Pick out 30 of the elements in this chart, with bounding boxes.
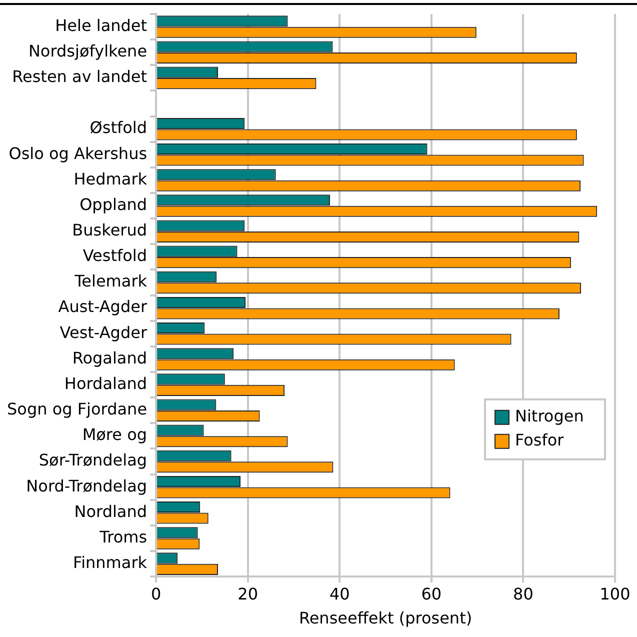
y-tick-label: Nordsjøfylkene: [28, 42, 148, 61]
y-tick-label: Nord-Trøndelag: [26, 476, 148, 496]
y-tick-label: Hele landet: [55, 16, 148, 35]
y-tick-label: Finnmark: [73, 552, 148, 572]
y-tick-label: Oslo og Akershus: [8, 144, 148, 163]
x-tick-label: 20: [238, 584, 258, 604]
y-tick-label: Sogn og Fjordane: [6, 400, 148, 419]
x-axis-title: Renseeffekt (prosent): [298, 608, 472, 628]
y-tick-label: Hedmark: [74, 169, 148, 188]
legend-label: Nitrogen: [515, 406, 584, 426]
x-tick-label: 0: [150, 584, 162, 604]
y-tick-label: Telemark: [74, 272, 148, 291]
x-tick-label: 40: [329, 584, 350, 604]
y-tick-label: Resten av landet: [12, 67, 148, 86]
y-tick-label: Østfold: [90, 118, 148, 138]
y-tick-label: Aust-Agder: [58, 297, 148, 316]
x-tick-label: 80: [513, 584, 534, 604]
y-tick-label: Vest-Agder: [60, 322, 148, 342]
y-tick-label: Buskerud: [72, 220, 148, 240]
y-tick-label: Vestfold: [82, 246, 148, 266]
y-tick-label: Sør-Trøndelag: [38, 450, 148, 470]
y-tick-label: Nordland: [74, 502, 148, 521]
y-tick-label: Troms: [98, 527, 148, 546]
y-tick-label: Møre og: [82, 425, 148, 444]
legend-label: Fosfor: [515, 430, 564, 450]
x-tick-label: 100: [600, 584, 630, 604]
y-tick-label: Rogaland: [72, 348, 148, 368]
y-tick-label: Hordaland: [64, 374, 148, 393]
y-tick-label: Oppland: [80, 194, 148, 214]
x-tick-label: 60: [421, 584, 442, 604]
